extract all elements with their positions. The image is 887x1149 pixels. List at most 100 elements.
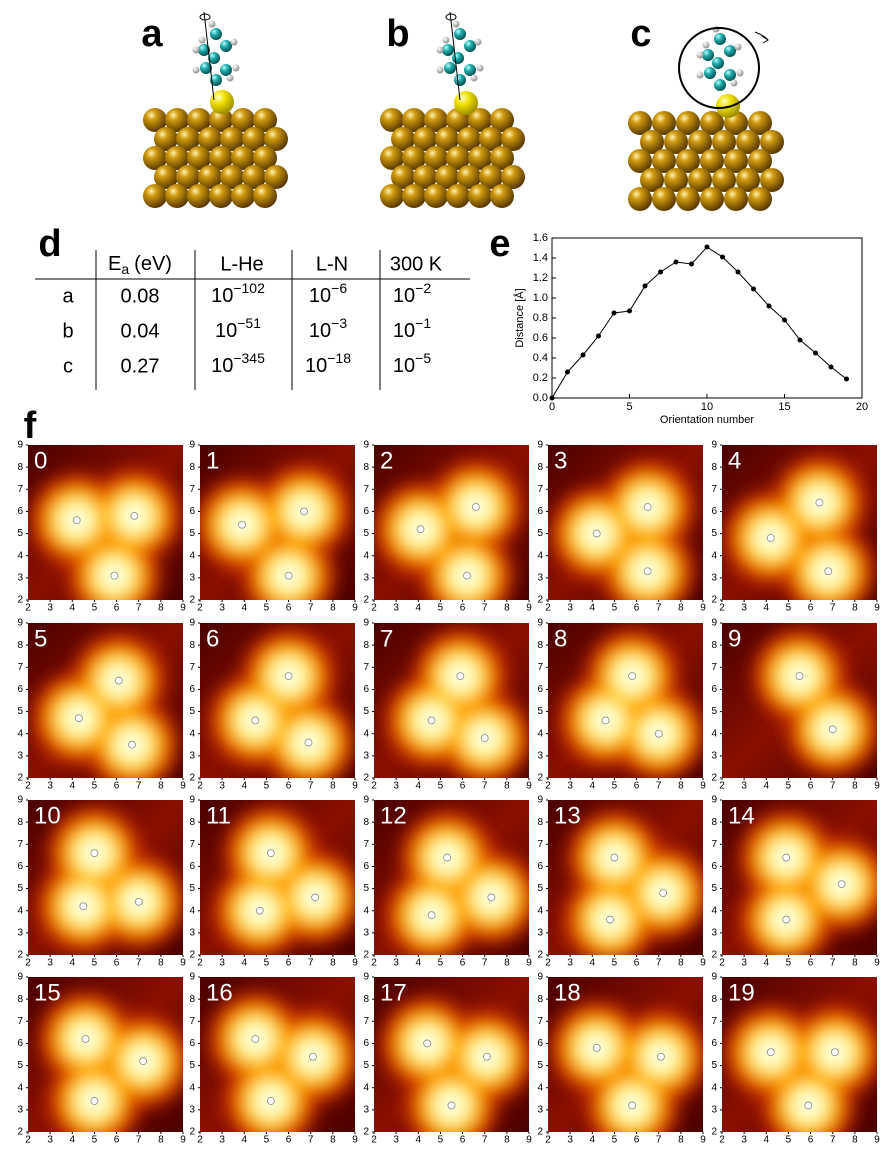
x-tick-label: 2 <box>371 603 377 614</box>
x-tick-label: 7 <box>482 781 488 792</box>
x-tick-label: 9 <box>526 603 532 614</box>
atom-position <box>629 673 636 680</box>
gold-atom <box>468 184 492 208</box>
y-tick-label: 8 <box>17 994 23 1005</box>
carbon-atom <box>454 28 466 40</box>
panel-label: f <box>24 405 37 447</box>
hydrogen-atom <box>475 39 482 46</box>
x-tick-label: 6 <box>808 603 814 614</box>
atom-position <box>305 739 312 746</box>
y-tick-label: 2 <box>189 773 195 784</box>
atom-position <box>457 673 464 680</box>
y-tick-label: 7 <box>363 484 369 495</box>
atom-position <box>285 572 292 579</box>
x-tick-label: 5 <box>612 1135 618 1146</box>
y-tick-label: 2 <box>17 773 23 784</box>
table: Ea(eV)L-HeL-N300 Ka0.0810−10210−610−2b0.… <box>35 250 470 390</box>
panel-number: 10 <box>34 802 61 829</box>
y-tick-label: 1.0 <box>533 292 548 304</box>
y-tick-label: 5 <box>537 528 543 539</box>
x-tick-label: 2 <box>371 1135 377 1146</box>
x-tick-label: 2 <box>545 781 551 792</box>
rotation-arrow <box>755 32 768 43</box>
x-tick-label: 2 <box>25 958 31 969</box>
x-tick-label: 5 <box>264 603 270 614</box>
atom-position <box>73 517 80 524</box>
y-tick-label: 6 <box>537 506 543 517</box>
atom-position <box>417 526 424 533</box>
atom-position <box>481 735 488 742</box>
y-tick-label: 8 <box>537 462 543 473</box>
x-tick-label: 8 <box>678 1135 684 1146</box>
atom-position <box>629 1102 636 1109</box>
x-tick-label: 8 <box>678 958 684 969</box>
y-tick-label: 4 <box>537 905 543 916</box>
line-chart: 0.00.20.40.60.81.01.21.41.605101520Orien… <box>513 232 868 426</box>
x-tick-label: 2 <box>371 781 377 792</box>
y-tick-label: 9 <box>189 795 195 806</box>
atom-position <box>267 850 274 857</box>
atom-position <box>91 1098 98 1105</box>
x-tick-label: 5 <box>786 958 792 969</box>
x-tick-label: 2 <box>25 781 31 792</box>
heatmap: 1 <box>196 445 355 622</box>
y-tick-label: 7 <box>363 662 369 673</box>
x-tick-label: 5 <box>264 958 270 969</box>
x-tick-label: 4 <box>70 1135 76 1146</box>
y-tick-label: 6 <box>537 684 543 695</box>
atom-position <box>831 1049 838 1056</box>
y-tick-label: 7 <box>711 1016 717 1027</box>
y-tick-label: 7 <box>17 484 23 495</box>
panel-label: c <box>630 13 651 55</box>
x-tick-label: 3 <box>393 603 399 614</box>
cell-base: 10 <box>393 320 415 342</box>
atom-position <box>838 881 845 888</box>
x-tick-label: 2 <box>545 958 551 969</box>
panel-number: 14 <box>728 802 755 829</box>
cell-base: 10 <box>393 285 415 307</box>
gold-atom <box>676 187 700 211</box>
x-tick-label: 7 <box>308 958 314 969</box>
x-tick-label: 9 <box>526 1135 532 1146</box>
y-tick-label: 5 <box>711 1060 717 1071</box>
x-tick-label: 6 <box>114 603 120 614</box>
y-tick-label: 7 <box>189 1016 195 1027</box>
y-tick-label: 4 <box>363 728 369 739</box>
y-tick-label: 5 <box>537 706 543 717</box>
cell-base: 10 <box>211 285 233 307</box>
panel-number: 5 <box>34 625 47 652</box>
y-tick-label: 4 <box>189 550 195 561</box>
carbon-atom <box>464 64 476 76</box>
x-tick-label: 3 <box>219 603 225 614</box>
y-tick-label: 5 <box>17 528 23 539</box>
carbon-atom <box>464 40 476 52</box>
cell-base: 10 <box>309 285 331 307</box>
x-tick-label: 9 <box>700 1135 706 1146</box>
x-tick-label: 3 <box>567 958 573 969</box>
panel-number: 17 <box>380 979 407 1006</box>
atom-position <box>464 572 471 579</box>
x-tick-label: 9 <box>874 781 880 792</box>
data-point <box>720 255 725 260</box>
data-point <box>627 309 632 314</box>
y-tick-label: 2 <box>711 595 717 606</box>
atom-position <box>607 916 614 923</box>
cell: 0.08 <box>121 285 160 307</box>
x-tick-label: 4 <box>764 958 770 969</box>
x-tick-label: 7 <box>136 958 142 969</box>
header-main: E <box>108 253 121 275</box>
data-point <box>844 377 849 382</box>
atom-position <box>660 890 667 897</box>
y-tick-label: 8 <box>711 462 717 473</box>
y-tick-label: 6 <box>711 684 717 695</box>
panel-label: d <box>38 223 61 265</box>
atom-position <box>602 717 609 724</box>
cell-exponent: −1 <box>415 315 431 331</box>
atom-position <box>611 854 618 861</box>
atom-position <box>593 1044 600 1051</box>
x-tick-label: 8 <box>158 958 164 969</box>
y-tick-label: 8 <box>537 640 543 651</box>
gold-atom <box>143 184 167 208</box>
x-tick-label: 5 <box>264 781 270 792</box>
cell: 10−51 <box>215 315 261 343</box>
